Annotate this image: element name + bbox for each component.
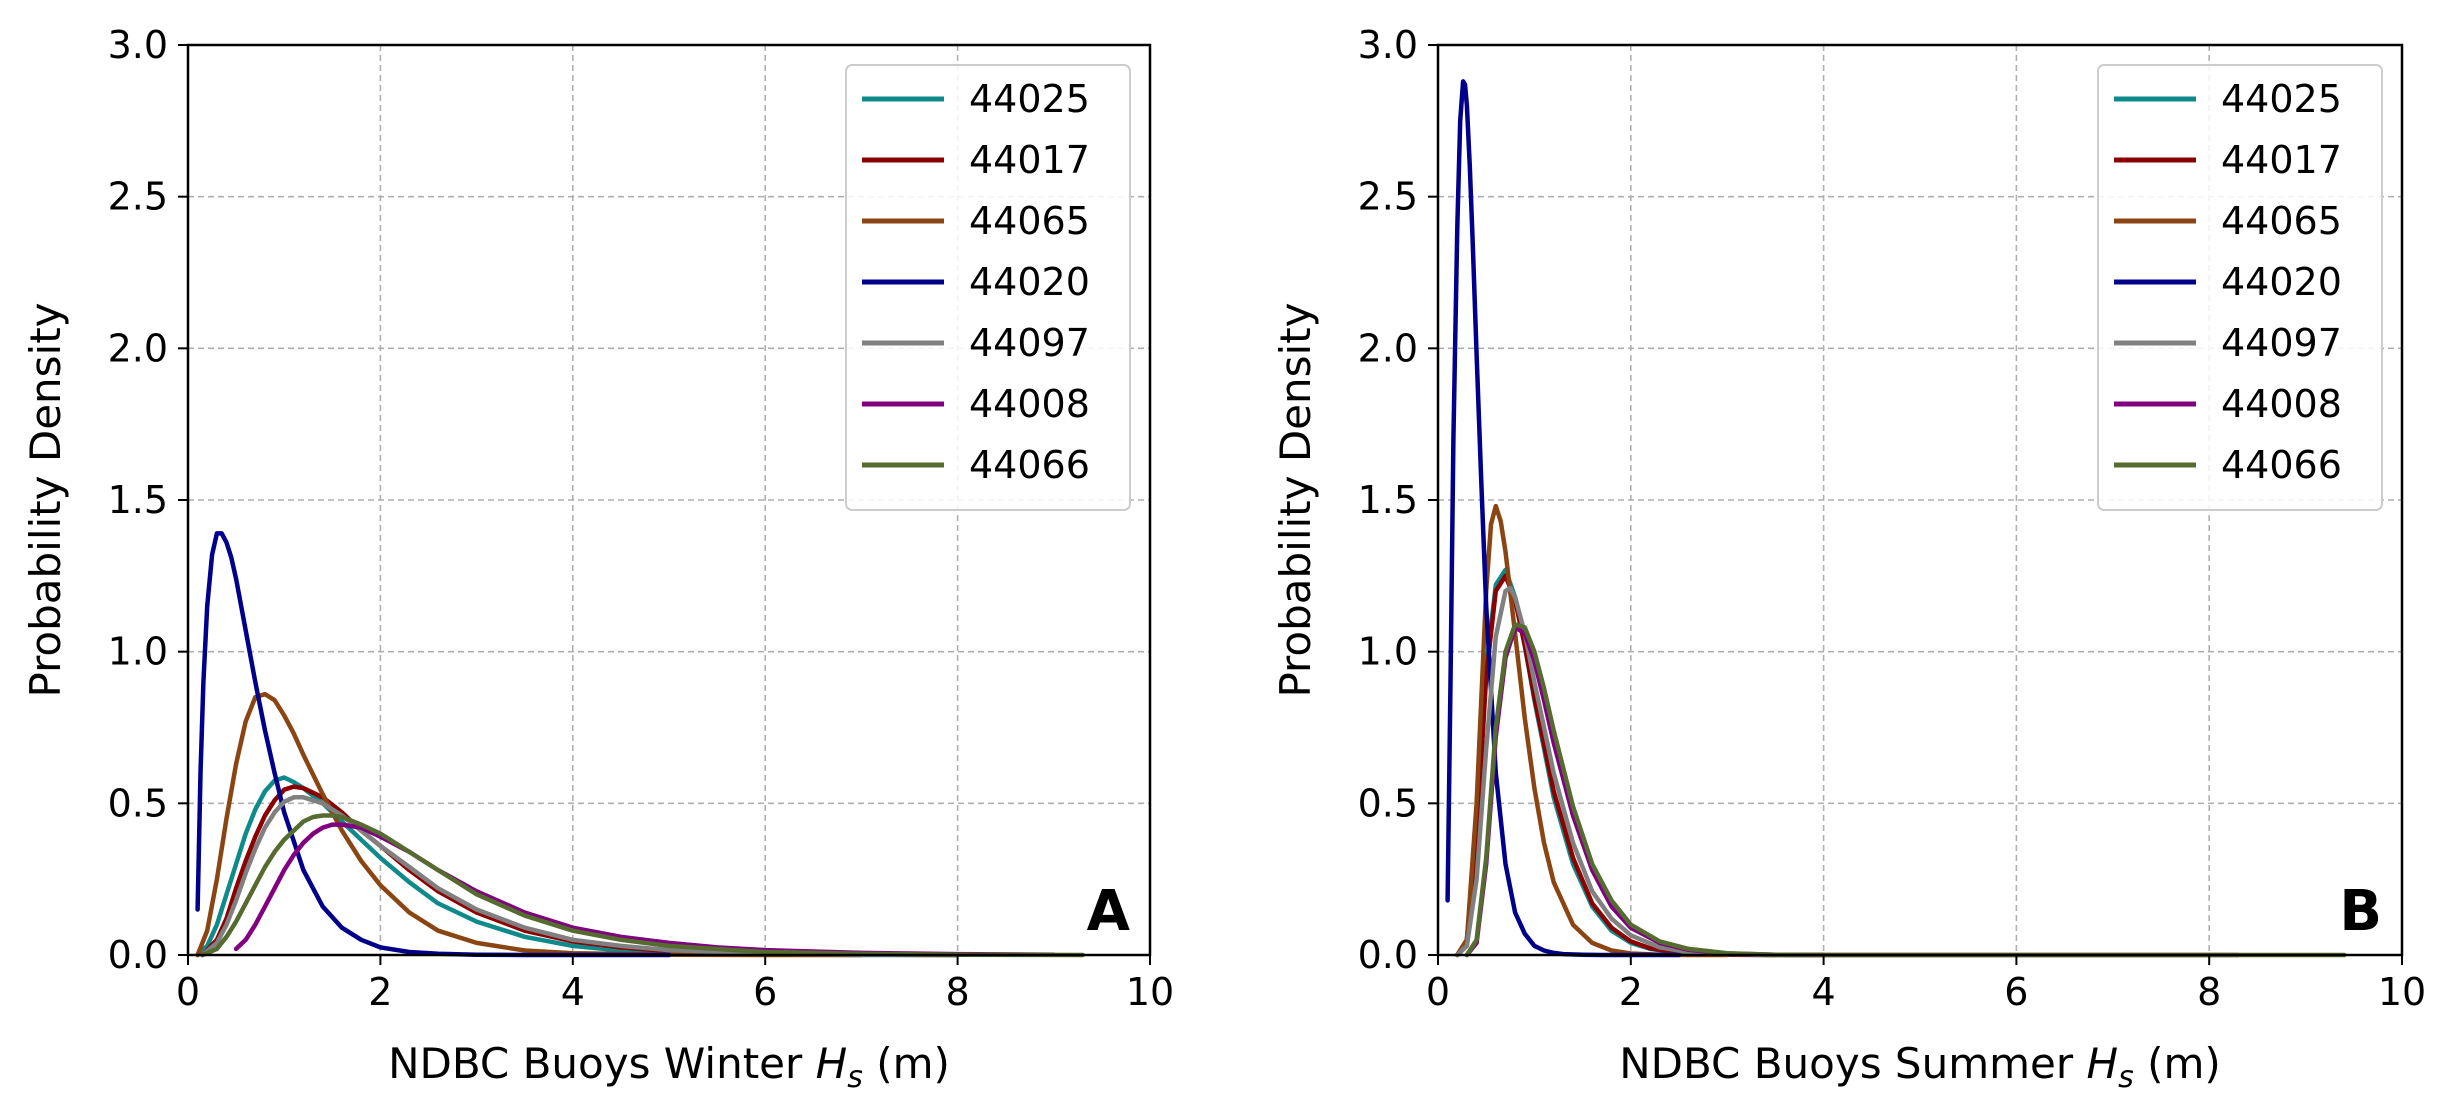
y-tick-label: 2.0 [108, 326, 168, 370]
legend-label-44008: 44008 [969, 382, 1090, 426]
legend-box [2097, 64, 2383, 511]
x-tick-label: 0 [1426, 970, 1450, 1014]
panel-label: B [2339, 879, 2382, 944]
y-tick-label: 3.0 [1358, 23, 1418, 67]
series-line-44065 [195, 691, 864, 958]
y-axis-label: Probability Density [1271, 302, 1320, 697]
series-line-44020 [195, 531, 672, 958]
y-tick-label: 0.5 [1358, 781, 1418, 825]
legend-label-44065: 44065 [969, 199, 1090, 243]
x-tick-label: 0 [176, 970, 200, 1014]
legend: 44025 44017 44065 44020 44097 44008 44066 [845, 64, 1131, 511]
x-axis-label-unit: (m) [863, 1039, 950, 1088]
x-axis-label: NDBC Buoys Winter Hs (m) [388, 1039, 950, 1095]
x-tick-label: 10 [2378, 970, 2426, 1014]
y-tick-label: 1.0 [1358, 630, 1418, 674]
x-tick-label: 2 [368, 970, 392, 1014]
y-tick-label: 1.5 [1358, 478, 1418, 522]
y-tick-label: 1.5 [108, 478, 168, 522]
legend-label-44025: 44025 [2221, 77, 2342, 121]
x-tick-label: 6 [2004, 970, 2028, 1014]
legend-label-44020: 44020 [969, 260, 1090, 304]
legend-label-44017: 44017 [969, 138, 1090, 182]
legend-label-44025: 44025 [969, 77, 1090, 121]
x-axis-label-prefix: NDBC Buoys Summer [1619, 1039, 2086, 1088]
y-tick-label: 3.0 [108, 23, 168, 67]
x-tick-label: 6 [753, 970, 777, 1014]
y-tick-label: 0.5 [108, 781, 168, 825]
legend-label-44008: 44008 [2221, 382, 2342, 426]
x-tick-label: 8 [2197, 970, 2221, 1014]
y-tick-label: 2.5 [108, 175, 168, 219]
panel-b: 0 2 4 6 8 10 0.0 0.5 1.0 1.5 2.0 2.5 3.0 NDBC Buoys S… [1271, 23, 2426, 1095]
legend-label-44065: 44065 [2221, 199, 2342, 243]
x-tick-label: 8 [946, 970, 970, 1014]
legend-label-44097: 44097 [2221, 321, 2342, 365]
series-line-44097 [200, 795, 960, 958]
x-tick-label: 4 [1812, 970, 1836, 1014]
x-axis-label-subscript: s [2118, 1060, 2134, 1095]
legend-label-44017: 44017 [2221, 138, 2342, 182]
legend-label-44097: 44097 [969, 321, 1090, 365]
series-line-44097 [1455, 585, 1826, 958]
legend-box [845, 64, 1131, 511]
legend-label-44066: 44066 [2221, 443, 2342, 487]
panel-a: 0 2 4 6 8 10 0.0 0.5 1.0 1.5 2.0 2.5 3.0 NDBC Buoys W… [21, 23, 1174, 1095]
y-axis-label: Probability Density [21, 302, 70, 697]
series-line-44066 [200, 813, 1085, 958]
y-tick-label: 0.0 [108, 933, 168, 977]
legend: 44025 44017 44065 44020 44097 44008 44066 [2097, 64, 2383, 511]
x-axis-label-variable: H [816, 1039, 848, 1088]
legend-label-44066: 44066 [969, 443, 1090, 487]
panel-label: A [1087, 879, 1131, 944]
legend-label-44020: 44020 [2221, 260, 2342, 304]
y-tick-label: 0.0 [1358, 933, 1418, 977]
x-tick-label: 10 [1126, 970, 1174, 1014]
x-axis-label: NDBC Buoys Summer Hs (m) [1619, 1039, 2221, 1095]
x-axis-label-variable: H [2087, 1039, 2119, 1088]
y-tick-label: 2.0 [1358, 326, 1418, 370]
x-tick-label: 2 [1619, 970, 1643, 1014]
y-tick-label: 1.0 [108, 630, 168, 674]
x-axis-label-subscript: s [847, 1060, 863, 1095]
y-tick-label: 2.5 [1358, 175, 1418, 219]
x-tick-label: 4 [561, 970, 585, 1014]
x-axis-label-unit: (m) [2134, 1039, 2221, 1088]
x-axis-label-prefix: NDBC Buoys Winter [388, 1039, 816, 1088]
